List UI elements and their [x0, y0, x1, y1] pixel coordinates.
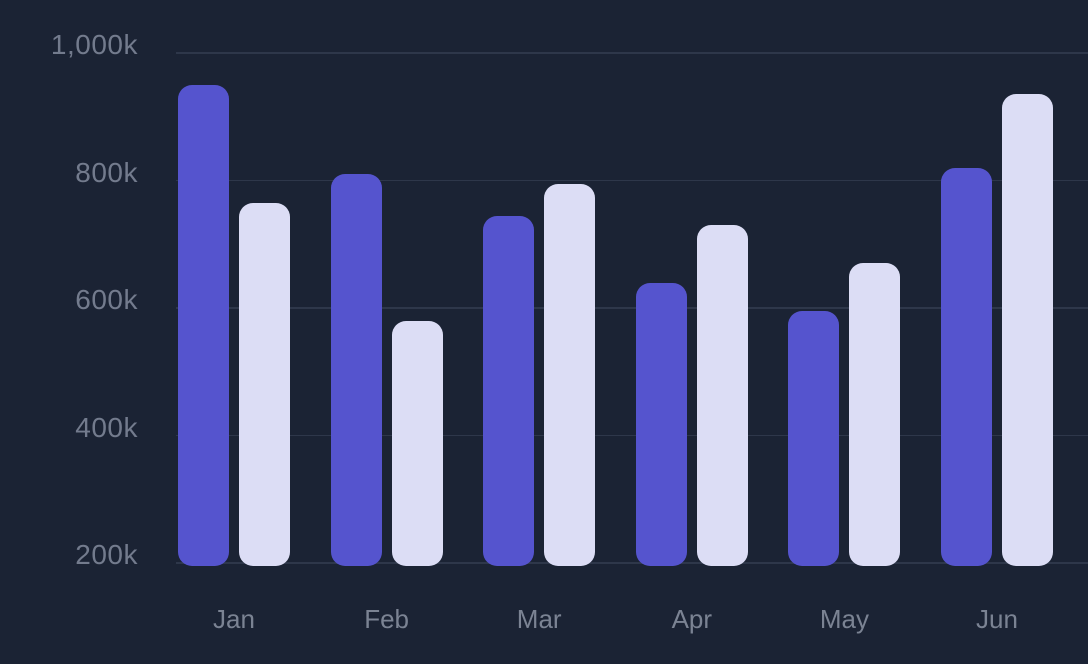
y-axis-tick-label: 600k — [75, 284, 138, 315]
bar-feb-series-1-indigo[interactable] — [330, 174, 382, 566]
y-axis-tick-label: 1,000k — [50, 29, 138, 60]
x-axis-tick-label: Apr — [671, 604, 713, 634]
bar-feb-series-2-lavender[interactable] — [391, 320, 443, 566]
gridline — [176, 562, 1088, 564]
bar-apr-series-2-lavender[interactable] — [696, 225, 748, 566]
bar-may-series-1-indigo[interactable] — [788, 311, 840, 566]
y-axis-tick-label: 200k — [75, 539, 138, 570]
bar-apr-series-1-indigo[interactable] — [635, 282, 687, 566]
bar-may-series-2-lavender[interactable] — [849, 263, 901, 566]
gridline — [176, 434, 1088, 437]
x-axis-tick-label: May — [819, 604, 869, 634]
gridline — [176, 179, 1088, 182]
bar-mar-series-2-lavender[interactable] — [544, 183, 596, 566]
bar-jan-series-1-indigo[interactable] — [178, 84, 229, 566]
bar-jan-series-2-lavender[interactable] — [239, 202, 290, 566]
x-axis-tick-label: Feb — [364, 604, 409, 634]
y-axis-tick-label: 800k — [75, 156, 138, 188]
bar-jun-series-2-lavender[interactable] — [1002, 94, 1053, 566]
x-axis-tick-label: Jun — [976, 604, 1018, 634]
x-axis-tick-label: Jan — [213, 604, 255, 634]
x-axis-tick-label: Mar — [516, 604, 562, 634]
y-axis-tick-label: 400k — [75, 411, 138, 443]
bar-jun-series-1-indigo[interactable] — [941, 167, 992, 566]
gridline — [176, 307, 1088, 309]
gridline — [176, 52, 1088, 54]
bar-mar-series-1-indigo[interactable] — [483, 215, 535, 566]
